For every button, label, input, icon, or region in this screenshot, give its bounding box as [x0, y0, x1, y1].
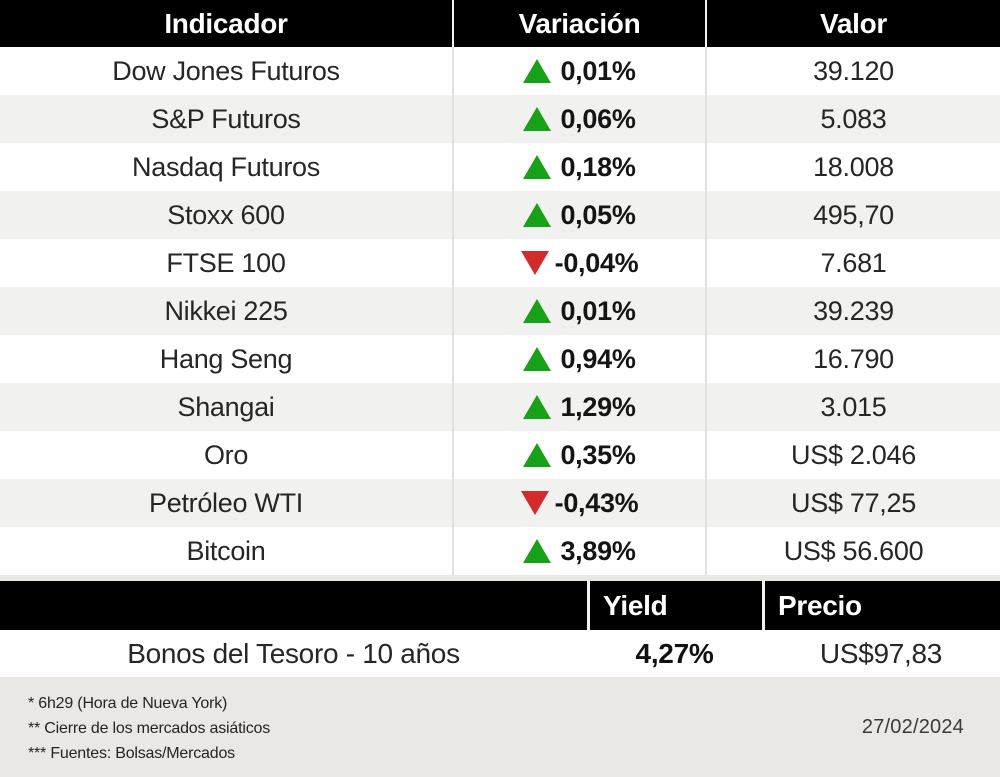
indicator-name: Oro: [203, 439, 249, 470]
table-row: S&P Futuros 0,06% 5.083: [0, 95, 1000, 143]
bonds-table: Yield Precio Bonos del Tesoro - 10 años …: [0, 581, 1000, 677]
table-row: Stoxx 600 0,05% 495,70: [0, 191, 1000, 239]
indicator-name: Shangai: [177, 391, 275, 422]
trend-triangle-icon: [523, 59, 552, 83]
value-cell: US$ 77,25: [705, 479, 1000, 527]
value-cell: 7.681: [705, 239, 1000, 287]
footnote: * 6h29 (Hora de Nueva York): [28, 694, 228, 712]
column-header-valor: Valor: [705, 0, 1000, 47]
variation-value: 0,05%: [560, 199, 636, 230]
footnotes: * 6h29 (Hora de Nueva York) ** Cierre de…: [0, 689, 270, 766]
table-row: Nikkei 225 0,01% 39.239: [0, 287, 1000, 335]
variation-value: 0,01%: [560, 55, 636, 86]
trend-triangle-icon: [520, 251, 549, 275]
trend-triangle-icon: [523, 347, 552, 371]
indicator-name: Bitcoin: [186, 535, 266, 566]
variation-cell: 0,94%: [452, 335, 705, 383]
trend-triangle-icon: [523, 155, 552, 179]
bonds-table-header: Yield Precio: [0, 581, 1000, 630]
variation-cell: 0,05%: [452, 191, 705, 239]
section-divider: [0, 575, 1000, 581]
indicator-name: Dow Jones Futuros: [112, 55, 340, 86]
indicator-name: Hang Seng: [159, 343, 293, 374]
value-cell: 495,70: [705, 191, 1000, 239]
table-row: Bonos del Tesoro - 10 años 4,27% US$97,8…: [0, 630, 1000, 677]
trend-triangle-icon: [523, 203, 552, 227]
table-row: FTSE 100 -0,04% 7.681: [0, 239, 1000, 287]
variation-value: 0,35%: [560, 439, 636, 470]
column-header-precio: Precio: [762, 581, 1000, 630]
value-cell: 16.790: [705, 335, 1000, 383]
variation-value: 1,29%: [560, 391, 636, 422]
variation-value: -0,04%: [554, 247, 639, 278]
variation-value: 3,89%: [560, 535, 636, 566]
variation-cell: -0,04%: [452, 239, 705, 287]
variation-cell: 1,29%: [452, 383, 705, 431]
table-row: Nasdaq Futuros 0,18% 18.008: [0, 143, 1000, 191]
variation-cell: -0,43%: [452, 479, 705, 527]
yield-value: 4,27%: [635, 637, 714, 669]
column-header-yield: Yield: [587, 581, 762, 630]
value-cell: US$ 2.046: [705, 431, 1000, 479]
table-row: Dow Jones Futuros 0,01% 39.120: [0, 47, 1000, 95]
footnote: *** Fuentes: Bolsas/Mercados: [28, 744, 235, 762]
column-header-blank: [0, 581, 587, 630]
value-cell: 5.083: [705, 95, 1000, 143]
variation-value: 0,06%: [560, 103, 636, 134]
table-row: Shangai 1,29% 3.015: [0, 383, 1000, 431]
indicator-name: Bonos del Tesoro - 10 años: [127, 637, 460, 669]
variation-cell: 0,18%: [452, 143, 705, 191]
variation-value: 0,01%: [560, 295, 636, 326]
variation-cell: 3,89%: [452, 527, 705, 575]
table-row: Oro 0,35% US$ 2.046: [0, 431, 1000, 479]
indicator-name: FTSE 100: [166, 247, 286, 278]
value-cell: US$ 56.600: [705, 527, 1000, 575]
variation-value: -0,43%: [554, 487, 639, 518]
trend-triangle-icon: [523, 107, 552, 131]
table-row: Bitcoin 3,89% US$ 56.600: [0, 527, 1000, 575]
variation-value: 0,18%: [560, 151, 636, 182]
trend-triangle-icon: [523, 443, 552, 467]
variation-value: 0,94%: [560, 343, 636, 374]
trend-triangle-icon: [520, 491, 549, 515]
footer: * 6h29 (Hora de Nueva York) ** Cierre de…: [0, 677, 1000, 777]
variation-cell: 0,01%: [452, 287, 705, 335]
indicator-name: Stoxx 600: [167, 199, 285, 230]
table-row: Hang Seng 0,94% 16.790: [0, 335, 1000, 383]
trend-triangle-icon: [523, 299, 552, 323]
indicator-name: Nasdaq Futuros: [132, 151, 320, 182]
indicator-name: Petróleo WTI: [149, 487, 303, 518]
markets-table-header: Indicador Variación Valor: [0, 0, 1000, 47]
date-label: 27/02/2024: [861, 715, 964, 738]
price-value: US$97,83: [819, 637, 943, 669]
indicator-name: Nikkei 225: [164, 295, 288, 326]
variation-cell: 0,35%: [452, 431, 705, 479]
variation-cell: 0,01%: [452, 47, 705, 95]
markets-table-body: Dow Jones Futuros 0,01% 39.120 S&P Futur…: [0, 47, 1000, 575]
trend-triangle-icon: [523, 395, 552, 419]
footnote: ** Cierre de los mercados asiáticos: [28, 719, 270, 737]
trend-triangle-icon: [523, 539, 552, 563]
value-cell: 39.120: [705, 47, 1000, 95]
column-header-indicador: Indicador: [164, 7, 288, 39]
column-header-variacion: Variación: [452, 0, 705, 47]
value-cell: 18.008: [705, 143, 1000, 191]
variation-cell: 0,06%: [452, 95, 705, 143]
value-cell: 39.239: [705, 287, 1000, 335]
value-cell: 3.015: [705, 383, 1000, 431]
table-row: Petróleo WTI -0,43% US$ 77,25: [0, 479, 1000, 527]
indicator-name: S&P Futuros: [151, 103, 301, 134]
markets-table: Indicador Variación Valor Dow Jones Futu…: [0, 0, 1000, 575]
